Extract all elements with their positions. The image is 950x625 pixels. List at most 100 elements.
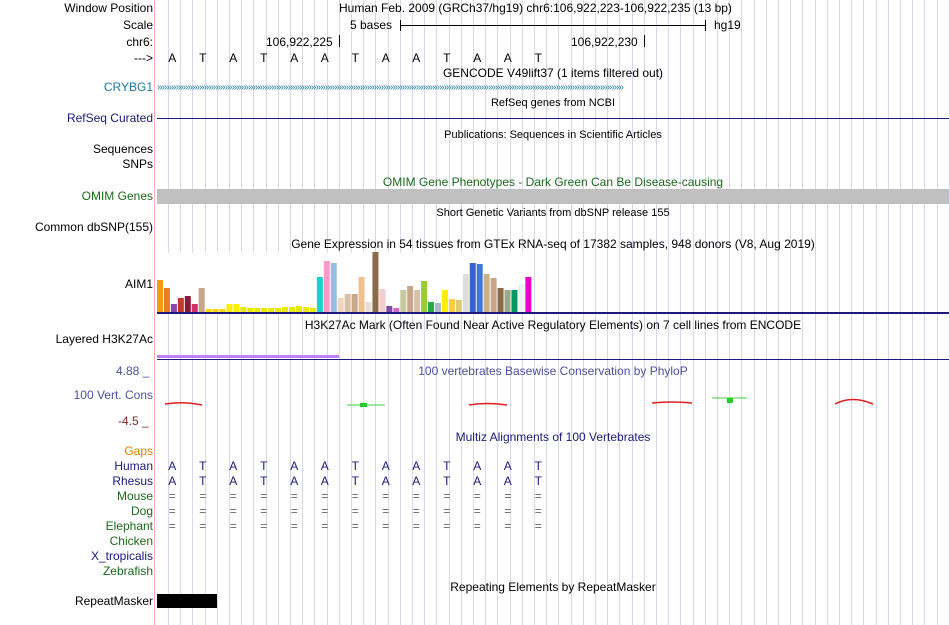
human-base: T [351,459,359,473]
dog-base: = [382,504,390,518]
gtex-tissue-bar [497,288,504,312]
dog-base: = [229,504,237,518]
gtex-tissue-bar [393,308,400,312]
mouse-base: = [199,489,207,503]
repeatmasker-element[interactable] [157,594,217,608]
repeatmasker-title: Repeating Elements by RepeatMasker [450,580,656,594]
gtex-tissue-bar [421,281,428,312]
mouse-base: = [473,489,481,503]
gtex-tissue-bar [296,306,302,312]
phylop-title: 100 vertebrates Basewise Conservation by… [418,364,688,378]
gtex-title: Gene Expression in 54 tissues from GTEx … [291,237,815,251]
species-mouse-label[interactable]: Mouse [116,489,153,503]
human-base: A [503,459,512,473]
omim-gene-bar[interactable] [157,189,949,204]
gencode-gene-track[interactable]: ››››››››››››››››››››››››››››››››››››››››… [157,82,624,93]
species-zebrafish-label[interactable]: Zebrafish [102,564,153,578]
species-chicken-label[interactable]: Chicken [109,534,153,548]
assembly-position: Human Feb. 2009 (GRCh37/hg19) chr6:106,9… [339,1,732,15]
h3k27ac-title: H3K27Ac Mark (Often Found Near Active Re… [304,318,802,332]
elephant-base: = [412,519,420,533]
gtex-tissue-bar [448,299,455,312]
gaps-label[interactable]: Gaps [124,444,153,458]
gtex-tissue-bar [337,298,344,312]
refseq-label[interactable]: RefSeq Curated [66,111,153,125]
phylop-signal[interactable] [157,392,949,412]
dog-base: = [260,504,268,518]
gtex-tissue-bar [275,308,282,312]
base: T [199,51,207,65]
gtex-tissue-bar [247,308,254,312]
h3k27ac-signal[interactable] [157,355,339,358]
gtex-tissue-bar [358,277,365,312]
gtex-tissue-bar [282,307,289,312]
rhesus-base: A [229,474,238,488]
mouse-base: = [260,489,268,503]
mouse-base: = [229,489,237,503]
rhesus-base: T [199,474,207,488]
gtex-tissue-bar [191,304,198,312]
rhesus-base: T [534,474,542,488]
elephant-base: = [534,519,542,533]
gtex-tissue-bar [261,308,268,312]
human-base: T [199,459,207,473]
species-human-label[interactable]: Human [114,459,153,473]
gtex-tissue-bar [379,289,386,312]
dbsnp-label[interactable]: Common dbSNP(155) [34,220,153,234]
gtex-tissue-bar [469,263,476,312]
species-elephant-label[interactable]: Elephant [105,519,153,533]
human-base: A [320,459,329,473]
repeatmasker-label[interactable]: RepeatMasker [74,594,153,608]
species-rhesus-label[interactable]: Rhesus [112,474,153,488]
gtex-tissue-bar [233,304,240,312]
gencode-gene-label[interactable]: CRYBG1 [103,80,153,94]
mouse-base: = [168,489,176,503]
rhesus-base: T [443,474,451,488]
base: A [503,51,512,65]
gtex-tissue-bar [184,296,191,312]
gtex-tissue-bar [428,302,435,312]
phylop-label[interactable]: 100 Vert. Cons [73,388,153,402]
dog-base: = [473,504,481,518]
elephant-base: = [199,519,207,533]
omim-label[interactable]: OMIM Genes [81,189,153,203]
gtex-tissue-bar [212,309,219,312]
dog-base: = [168,504,176,518]
dog-base: = [504,504,512,518]
gtex-tissue-bar [309,308,316,312]
base: A [168,51,177,65]
gtex-tissue-bar [372,252,379,312]
gtex-tissue-bar [455,300,462,312]
gtex-tissue-bar [414,290,421,312]
refseq-title: RefSeq genes from NCBI [490,97,616,109]
publications-title: Publications: Sequences in Scientific Ar… [444,129,662,141]
gtex-tissue-bar [157,280,163,312]
gtex-bar-chart[interactable] [157,252,537,313]
gtex-baseline [157,312,949,314]
species-xtrop-label[interactable]: X_tropicalis [90,549,153,563]
gtex-tissue-bar [518,284,525,312]
snps-label[interactable]: SNPs [122,157,153,171]
base: A [229,51,238,65]
elephant-base: = [229,519,237,533]
omim-title: OMIM Gene Phenotypes - Dark Green Can Be… [382,175,724,189]
elephant-base: = [351,519,359,533]
h3k27ac-label[interactable]: Layered H3K27Ac [55,332,153,346]
human-base: A [229,459,238,473]
mouse-base: = [534,489,542,503]
species-dog-label[interactable]: Dog [130,504,153,518]
phylop-max: 4.88 _ [116,364,150,378]
gtex-gene-label[interactable]: AIM1 [124,277,153,291]
human-base: T [443,459,451,473]
human-base: A [381,459,390,473]
refseq-gene-line[interactable] [157,118,949,119]
sequences-label[interactable]: Sequences [92,142,153,156]
base: T [351,51,359,65]
gtex-tissue-bar [435,303,441,312]
strand-arrow-label: ---> [134,51,153,65]
elephant-base: = [168,519,176,533]
rhesus-base: A [320,474,329,488]
gtex-tissue-bar [400,290,407,312]
human-base: A [473,459,482,473]
human-base: T [260,459,268,473]
